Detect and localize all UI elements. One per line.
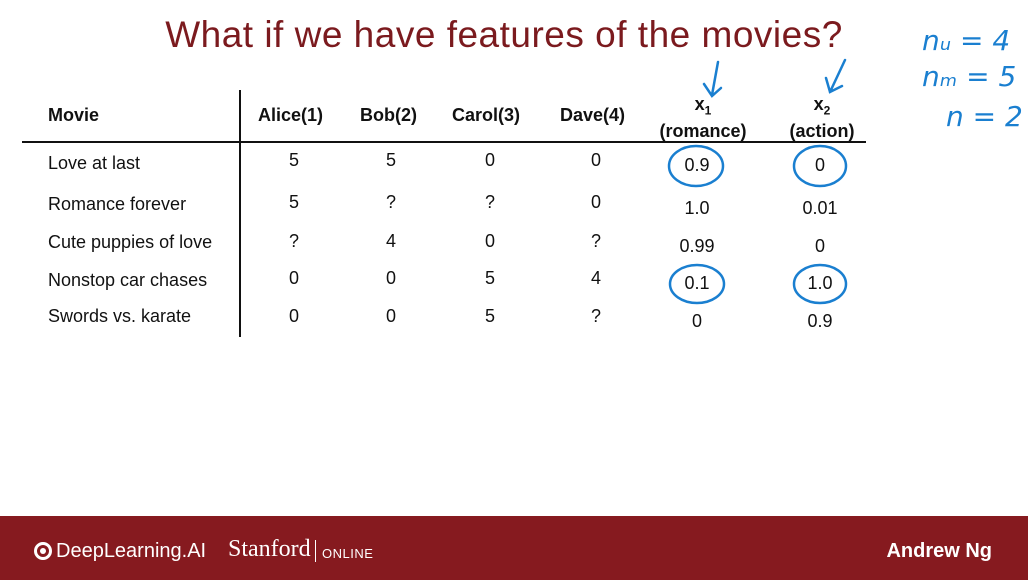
rating-cell: 5 — [484, 306, 495, 326]
rating-cell: ? — [288, 231, 299, 251]
rating-cell: 5 — [288, 150, 299, 170]
rating-cell: ? — [484, 192, 495, 212]
rating-cell: 0 — [385, 268, 396, 288]
slide-title: What if we have features of the movies? — [165, 14, 843, 55]
deeplearning-logo: DeepLearning.AI — [34, 540, 206, 563]
user-header-alice: Alice(1) — [258, 105, 324, 125]
note-num-users: nᵤ = 4 — [922, 24, 1011, 57]
feature-sub: 1 — [704, 103, 712, 118]
feature-header-x2: x2 (action) — [762, 94, 882, 141]
rating-cell: 0 — [288, 268, 299, 288]
brand-text: DeepLearning.AI — [56, 540, 207, 562]
stanford-logo: Stanford — [228, 536, 311, 562]
feature-header-x1: x1 (romance) — [643, 94, 763, 141]
circle-annotation — [792, 144, 848, 188]
deeplearning-icon — [34, 542, 52, 560]
rating-cell: 5 — [288, 192, 299, 212]
rating-cell: ? — [590, 231, 601, 251]
rating-cell: ? — [590, 306, 601, 326]
rating-cell: 0 — [590, 192, 601, 212]
movie-name: Nonstop car chases — [48, 270, 208, 290]
rating-cell: 0 — [288, 306, 299, 326]
arrow-annotation — [702, 60, 723, 98]
movie-name: Cute puppies of love — [48, 232, 213, 252]
feature-cell: 1.0 — [807, 273, 833, 293]
logo-divider — [315, 540, 316, 562]
feature-cell: 0 — [691, 311, 702, 331]
feature-name: (action) — [789, 120, 855, 141]
rating-cell: 5 — [484, 268, 495, 288]
circle-annotation — [668, 263, 726, 305]
rating-cell: 0 — [385, 306, 396, 326]
feature-var: x — [694, 94, 705, 114]
user-header-carol: Carol(3) — [452, 105, 521, 125]
circle-annotation — [792, 263, 848, 305]
circle-annotation — [667, 144, 725, 188]
feature-cell: 0.9 — [684, 155, 710, 175]
rating-cell: 0 — [590, 150, 601, 170]
rating-cell: 5 — [385, 150, 396, 170]
user-header-dave: Dave(4) — [560, 105, 626, 125]
note-num-movies: nₘ = 5 — [922, 60, 1017, 93]
feature-cell: 0 — [814, 236, 825, 256]
presenter-name: Andrew Ng — [886, 540, 992, 562]
column-divider — [239, 90, 241, 337]
feature-cell: 0.1 — [684, 273, 710, 293]
feature-var: x — [813, 94, 824, 114]
feature-cell: 0 — [814, 155, 825, 175]
feature-cell: 0.9 — [807, 311, 833, 331]
footer-bar: DeepLearning.AI Stanford ONLINE Andrew N… — [0, 516, 1028, 580]
feature-cell: 0.01 — [802, 198, 838, 218]
rating-cell: 0 — [484, 150, 495, 170]
rating-cell: 4 — [590, 268, 601, 288]
user-header-bob: Bob(2) — [360, 105, 417, 125]
feature-name: (romance) — [659, 120, 747, 141]
arrow-annotation — [824, 58, 847, 94]
rating-cell: 4 — [385, 231, 396, 251]
feature-cell: 1.0 — [684, 198, 710, 218]
movie-name: Swords vs. karate — [48, 306, 192, 326]
movie-name: Romance forever — [48, 194, 187, 214]
movie-column-header: Movie — [48, 105, 100, 125]
rating-cell: ? — [385, 192, 396, 212]
movie-name: Love at last — [48, 153, 141, 173]
feature-sub: 2 — [823, 103, 831, 118]
stanford-online-label: ONLINE — [322, 546, 374, 561]
feature-cell: 0.99 — [679, 236, 715, 256]
rating-cell: 0 — [484, 231, 495, 251]
header-divider — [22, 141, 866, 143]
note-num-features: n = 2 — [946, 100, 1023, 133]
